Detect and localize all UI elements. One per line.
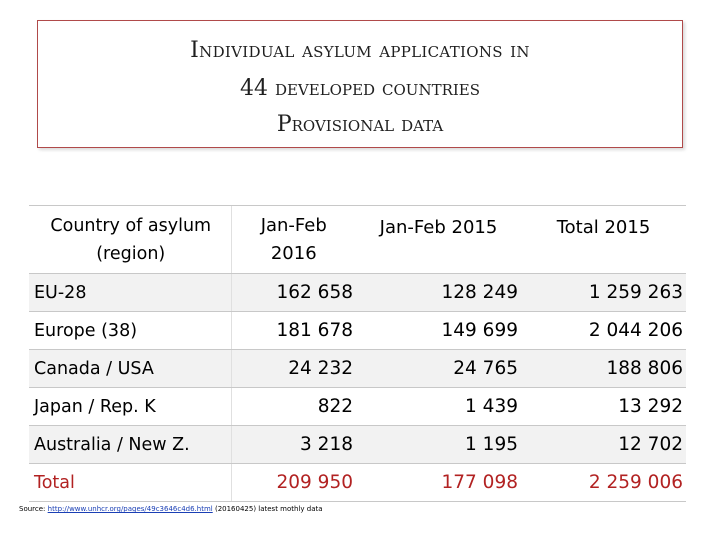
header-total-2015: Total 2015 <box>521 205 686 274</box>
row-jan-feb-2015: 1 439 <box>356 387 521 426</box>
title-line-3: Provisional data <box>276 112 444 137</box>
table-row: Canada / USA 24 232 24 765 188 806 <box>29 349 686 388</box>
row-country: EU-28 <box>29 273 231 312</box>
table-header-row: Country of asylum (region) Jan-Feb 2016 … <box>29 205 686 274</box>
asylum-table: Country of asylum (region) Jan-Feb 2016 … <box>29 205 686 502</box>
row-total-2015: 2 044 206 <box>521 311 686 350</box>
row-total-2015: 12 702 <box>521 425 686 464</box>
row-jan-feb-2015: 1 195 <box>356 425 521 464</box>
row-jan-feb-2016: 162 658 <box>230 273 356 312</box>
row-jan-feb-2016: 24 232 <box>230 349 356 388</box>
row-country: Total <box>29 463 231 502</box>
row-country: Australia / New Z. <box>29 425 231 464</box>
header-col1-line2: 2016 <box>270 242 317 264</box>
source-note: Source: http://www.unhcr.org/pages/49c36… <box>19 505 323 513</box>
header-country-line1: Country of asylum <box>50 215 212 236</box>
source-link[interactable]: http://www.unhcr.org/pages/49c3646c4d6.h… <box>47 505 213 513</box>
header-country: Country of asylum (region) <box>29 205 231 274</box>
table-total-row: Total 209 950 177 098 2 259 006 <box>29 463 686 502</box>
row-jan-feb-2016: 822 <box>230 387 356 426</box>
row-jan-feb-2015: 177 098 <box>356 463 521 502</box>
row-jan-feb-2015: 149 699 <box>356 311 521 350</box>
row-jan-feb-2016: 209 950 <box>230 463 356 502</box>
header-jan-feb-2015: Jan-Feb 2015 <box>356 205 521 274</box>
row-total-2015: 13 292 <box>521 387 686 426</box>
header-country-line2: (region) <box>96 243 166 264</box>
table-row: Japan / Rep. K 822 1 439 13 292 <box>29 387 686 426</box>
row-country: Canada / USA <box>29 349 231 388</box>
title-line-2: 44 developed countries <box>239 76 481 101</box>
source-prefix: Source: <box>19 505 48 513</box>
row-country: Europe (38) <box>29 311 231 350</box>
row-jan-feb-2015: 24 765 <box>356 349 521 388</box>
row-country: Japan / Rep. K <box>29 387 231 426</box>
table-row: Australia / New Z. 3 218 1 195 12 702 <box>29 425 686 464</box>
row-total-2015: 2 259 006 <box>521 463 686 502</box>
title-box: Individual asylum applications in 44 dev… <box>37 20 683 148</box>
title-line-1: Individual asylum applications in <box>190 38 530 63</box>
row-total-2015: 188 806 <box>521 349 686 388</box>
header-jan-feb-2016: Jan-Feb 2016 <box>230 205 356 274</box>
row-jan-feb-2015: 128 249 <box>356 273 521 312</box>
row-total-2015: 1 259 263 <box>521 273 686 312</box>
source-suffix: (20160425) latest mothly data <box>212 505 323 513</box>
header-col1-line1: Jan-Feb <box>260 214 327 236</box>
table-row: EU-28 162 658 128 249 1 259 263 <box>29 273 686 312</box>
row-jan-feb-2016: 181 678 <box>230 311 356 350</box>
row-jan-feb-2016: 3 218 <box>230 425 356 464</box>
table-row: Europe (38) 181 678 149 699 2 044 206 <box>29 311 686 350</box>
